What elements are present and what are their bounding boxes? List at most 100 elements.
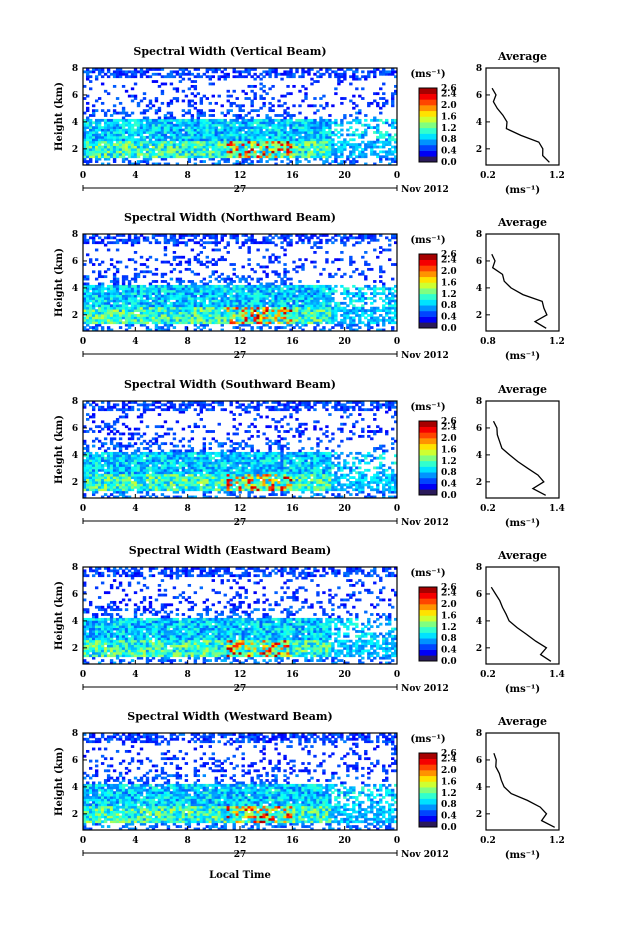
colorbar-tick-label: 0.4 [441, 480, 457, 490]
colorbar-step [419, 821, 437, 828]
avg-frame [485, 400, 560, 499]
day-label: 27 [234, 185, 247, 195]
panel-title: Spectral Width (Eastward Beam) [129, 544, 331, 557]
colorbar [419, 587, 437, 662]
x-tick-label: 12 [234, 337, 247, 347]
colorbar-step [419, 815, 437, 822]
colorbar-step [419, 758, 437, 765]
colorbar-step [419, 489, 437, 496]
day-label: 27 [234, 684, 247, 694]
colorbar-step [419, 271, 437, 278]
avg-units: (ms⁻¹) [505, 185, 540, 196]
avg-y-tick-label: 4 [476, 284, 482, 294]
colorbar-step [419, 753, 437, 759]
y-tick-label: 4 [72, 451, 78, 461]
x-tick-label: 8 [185, 171, 191, 181]
avg-profile-line [492, 420, 547, 496]
colorbar-step [419, 598, 437, 605]
colorbar-tick-label: 0.0 [441, 823, 457, 833]
heatmap [83, 68, 398, 166]
avg-y-tick-label: 4 [476, 451, 482, 461]
y-tick-label: 2 [72, 478, 78, 488]
y-tick-label: 8 [72, 230, 78, 240]
avg-y-tick-label: 2 [476, 644, 482, 654]
y-tick-label: 4 [72, 783, 78, 793]
colorbar-step [419, 265, 437, 272]
x-tick-label: 0 [80, 836, 86, 846]
avg-profile-line [493, 752, 555, 828]
colorbar-step [419, 460, 437, 467]
panel-title: Spectral Width (Northward Beam) [124, 211, 336, 224]
x-tick-label: 16 [286, 337, 299, 347]
x-tick-label: 16 [286, 670, 299, 680]
avg-x-tick-label: 0.2 [480, 504, 496, 514]
colorbar-step [419, 288, 437, 295]
avg-y-tick-label: 6 [476, 257, 482, 267]
x-tick-label: 4 [132, 836, 138, 846]
colorbar-step [419, 592, 437, 599]
heatmap [83, 567, 398, 665]
avg-y-tick-label: 8 [476, 230, 482, 240]
colorbar-step [419, 305, 437, 312]
avg-title: Average [497, 216, 547, 229]
colorbar-step [419, 449, 437, 456]
colorbar-tick-label: 0.8 [441, 634, 457, 644]
colorbar-units: (ms⁻¹) [410, 568, 445, 579]
x-tick-label: 0 [394, 337, 400, 347]
colorbar-step [419, 798, 437, 805]
colorbar-tick-label: 1.6 [441, 112, 457, 122]
avg-y-tick-label: 6 [476, 91, 482, 101]
colorbar [419, 88, 437, 163]
y-tick-label: 2 [72, 810, 78, 820]
colorbar-step [419, 655, 437, 662]
heatmap [83, 401, 398, 499]
avg-units: (ms⁻¹) [505, 518, 540, 529]
colorbar-tick-label: 2.0 [441, 434, 457, 444]
colorbar-step [419, 116, 437, 123]
colorbar-frame [418, 87, 438, 163]
colorbar-tick-label: 0.4 [441, 812, 457, 822]
avg-y-tick-label: 8 [476, 563, 482, 573]
colorbar-units: (ms⁻¹) [410, 69, 445, 80]
colorbar-step [419, 477, 437, 484]
colorbar-step [419, 781, 437, 788]
avg-y-tick-label: 4 [476, 617, 482, 627]
colorbar-tick-label: 2.4 [441, 423, 457, 433]
colorbar-step [419, 276, 437, 283]
colorbar-step [419, 438, 437, 445]
avg-title: Average [497, 549, 547, 562]
colorbar-step [419, 293, 437, 300]
colorbar-step [419, 764, 437, 771]
colorbar-step [419, 316, 437, 323]
avg-y-tick-label: 8 [476, 729, 482, 739]
x-tick-label: 12 [234, 836, 247, 846]
colorbar-step [419, 133, 437, 140]
colorbar-step [419, 310, 437, 317]
avg-y-tick-label: 2 [476, 311, 482, 321]
colorbar-tick-label: 0.4 [441, 147, 457, 157]
x-tick-label: 8 [185, 337, 191, 347]
panel-title: Spectral Width (Southward Beam) [124, 378, 336, 391]
heatmap [83, 733, 398, 831]
panel-3: Spectral Width (Southward Beam) 2 4 6 8 Heigh… [54, 378, 565, 529]
colorbar-step [419, 604, 437, 611]
colorbar-units: (ms⁻¹) [410, 235, 445, 246]
colorbar-tick-label: 2.6 [441, 417, 457, 427]
colorbar-step [419, 432, 437, 439]
colorbar-units: (ms⁻¹) [410, 402, 445, 413]
avg-y-tick-label: 2 [476, 145, 482, 155]
avg-x-tick-label: 1.2 [549, 171, 565, 181]
colorbar-step [419, 88, 437, 94]
colorbar-step [419, 122, 437, 129]
colorbar-step [419, 809, 437, 816]
colorbar-step [419, 483, 437, 490]
colorbar-units: (ms⁻¹) [410, 734, 445, 745]
avg-frame [485, 67, 560, 166]
colorbar-tick-label: 2.6 [441, 84, 457, 94]
x-tick-label: 0 [394, 670, 400, 680]
y-tick-label: 8 [72, 563, 78, 573]
x-tick-label: 4 [132, 337, 138, 347]
x-tick-label: 0 [80, 171, 86, 181]
avg-x-tick-label: 0.2 [480, 670, 496, 680]
